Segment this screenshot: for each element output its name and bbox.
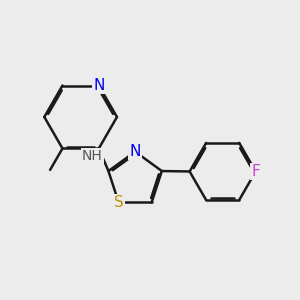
Text: F: F xyxy=(251,164,260,179)
Text: NH: NH xyxy=(82,149,102,164)
Text: S: S xyxy=(114,195,124,210)
Text: N: N xyxy=(130,144,141,159)
Text: N: N xyxy=(93,78,104,93)
